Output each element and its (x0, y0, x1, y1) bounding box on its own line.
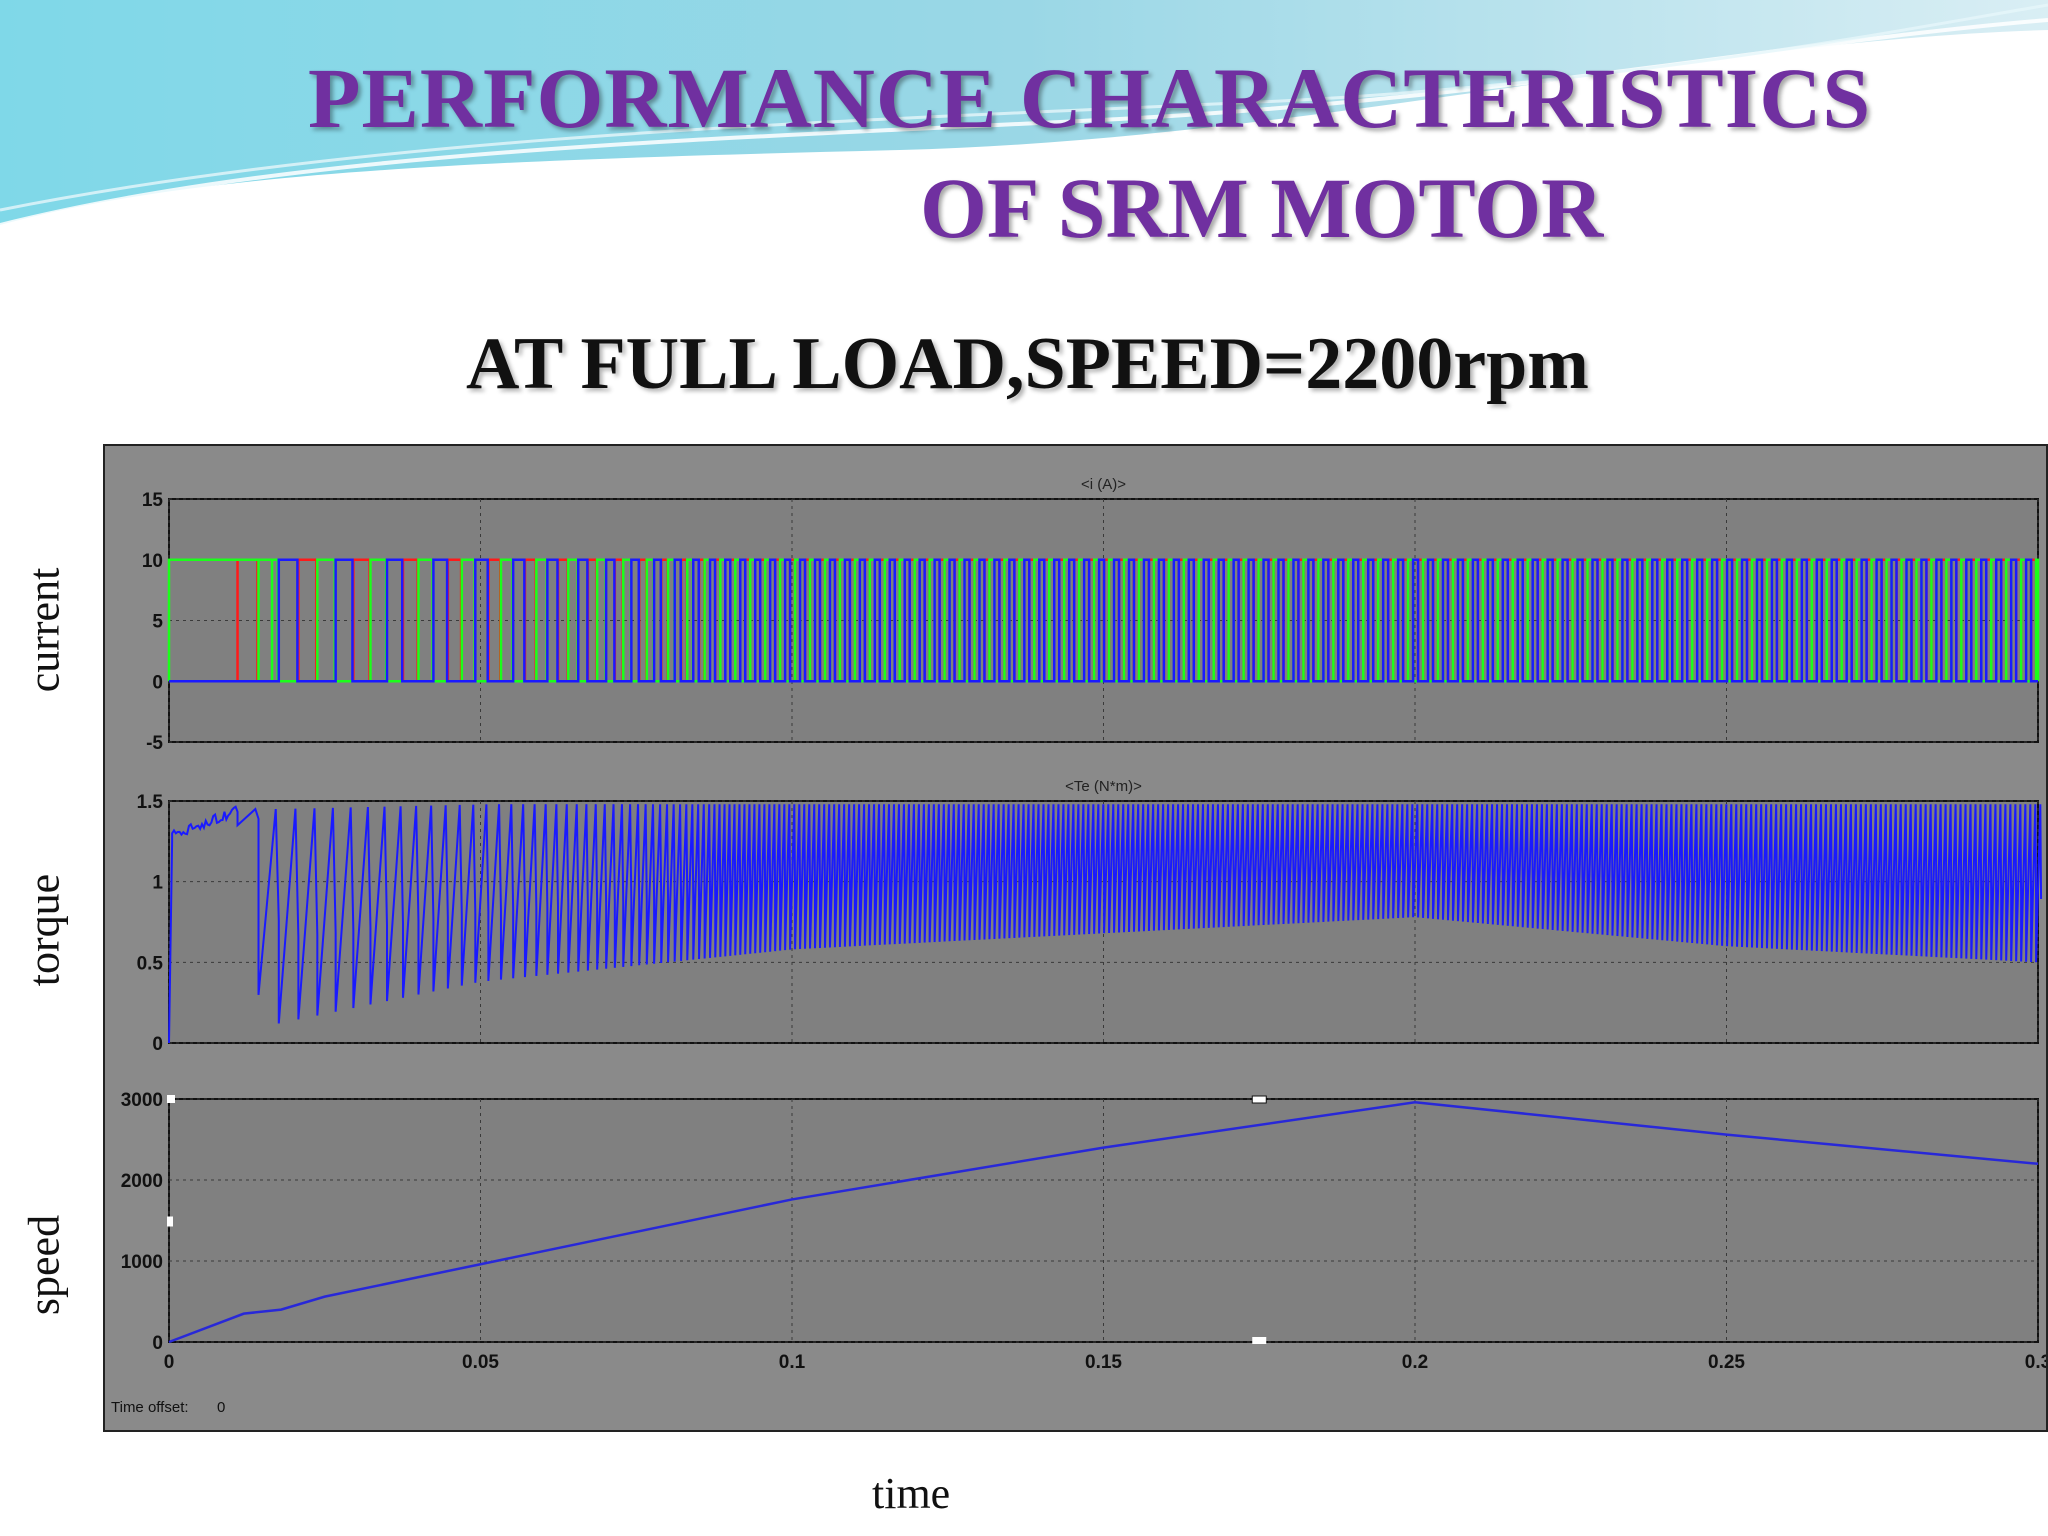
cursor-marker (1252, 1337, 1266, 1344)
slide-title-line-2: OF SRM MOTOR (920, 158, 1603, 258)
y-tick-label: 3000 (121, 1090, 163, 1111)
x-tick-label: 0.3 (2025, 1352, 2048, 1373)
y-tick-label: 1.5 (137, 792, 164, 813)
y-tick-label: 15 (142, 490, 164, 511)
time-offset-value: 0 (217, 1399, 225, 1416)
plot-panel-2 (169, 801, 2041, 1043)
plot-panel-1 (169, 499, 2038, 742)
time-offset-label: Time offset: (111, 1399, 189, 1416)
x-tick-label: 0.1 (779, 1352, 806, 1373)
slide-subtitle: AT FULL LOAD,SPEED=2200rpm (466, 322, 1589, 407)
x-tick-label: 0.25 (1708, 1352, 1745, 1373)
y-tick-label: 0 (152, 672, 163, 693)
plot-panel-3 (167, 1095, 2038, 1344)
slide-title-line-1: PERFORMANCE CHARACTERISTICS (308, 48, 1871, 148)
axis-marker (167, 1217, 173, 1227)
y-tick-label: -5 (146, 733, 163, 754)
y-tick-label: 0.5 (137, 953, 164, 974)
x-tick-label: 0.15 (1085, 1352, 1122, 1373)
x-tick-label: 0.05 (462, 1352, 499, 1373)
scope-plots: 15 10 5 0 -5 <i (A)> 1.5 1 0.5 0 <Te (N*m)> 3000 200… (105, 446, 2048, 1432)
y-tick-label: 1 (152, 873, 163, 894)
plot-title: <Te (N*m)> (1065, 778, 1142, 795)
x-tick-label: 0.2 (1402, 1352, 1428, 1373)
y-tick-label: 2000 (121, 1171, 163, 1192)
y-tick-label: 10 (142, 551, 163, 572)
time-axis-label: time (872, 1468, 950, 1519)
x-tick-label: 0 (164, 1352, 175, 1373)
current-axis-label: current (19, 568, 70, 693)
plot-title: <i (A)> (1081, 476, 1126, 493)
scope-window: 15 10 5 0 -5 <i (A)> 1.5 1 0.5 0 <Te (N*m)> 3000 200… (103, 444, 2048, 1432)
speed-axis-label: speed (19, 1215, 70, 1315)
axis-marker (167, 1095, 175, 1103)
y-tick-label: 1000 (121, 1252, 163, 1273)
torque-axis-label: torque (19, 874, 70, 986)
y-tick-label: 0 (152, 1333, 163, 1354)
cursor-marker (1252, 1096, 1266, 1103)
y-tick-label: 0 (152, 1034, 163, 1055)
y-tick-label: 5 (152, 612, 163, 633)
